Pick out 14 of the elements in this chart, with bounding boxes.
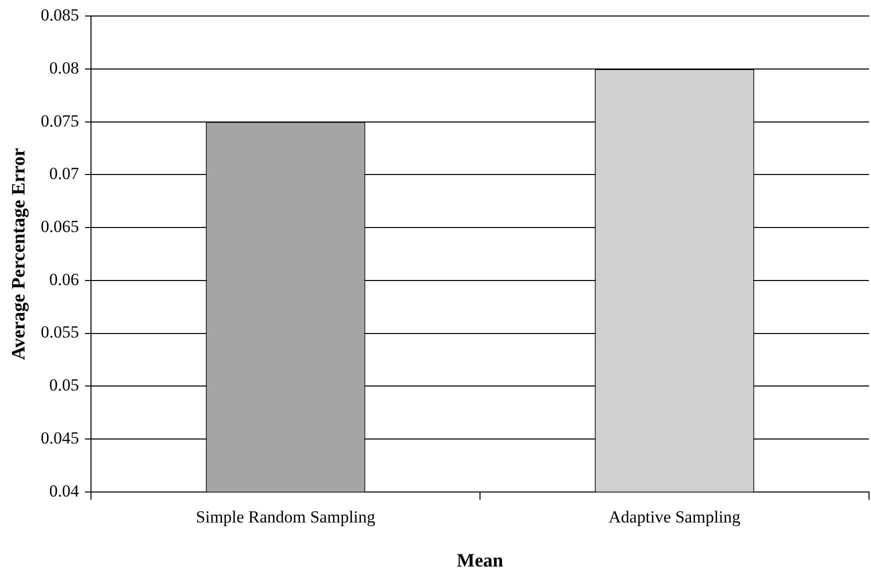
- y-tick-label: 0.065: [40, 217, 80, 236]
- y-tick-label: 0.075: [40, 111, 80, 130]
- x-tick-label: Adaptive Sampling: [608, 507, 741, 526]
- y-tick-label: 0.045: [40, 428, 80, 448]
- y-tick-label: 0.085: [40, 6, 80, 25]
- x-axis-title: Mean: [456, 550, 504, 572]
- y-tick-label: 0.04: [49, 481, 80, 500]
- y-tick-label: 0.05: [49, 376, 80, 395]
- y-axis-title: Average Percentage Error: [8, 147, 30, 360]
- y-tick-label: 0.055: [40, 322, 80, 342]
- y-tick-label: 0.07: [49, 164, 80, 184]
- x-tick-label: Simple Random Sampling: [196, 507, 376, 526]
- y-tick-label: 0.06: [49, 270, 80, 289]
- y-tick-label: 0.08: [49, 58, 80, 78]
